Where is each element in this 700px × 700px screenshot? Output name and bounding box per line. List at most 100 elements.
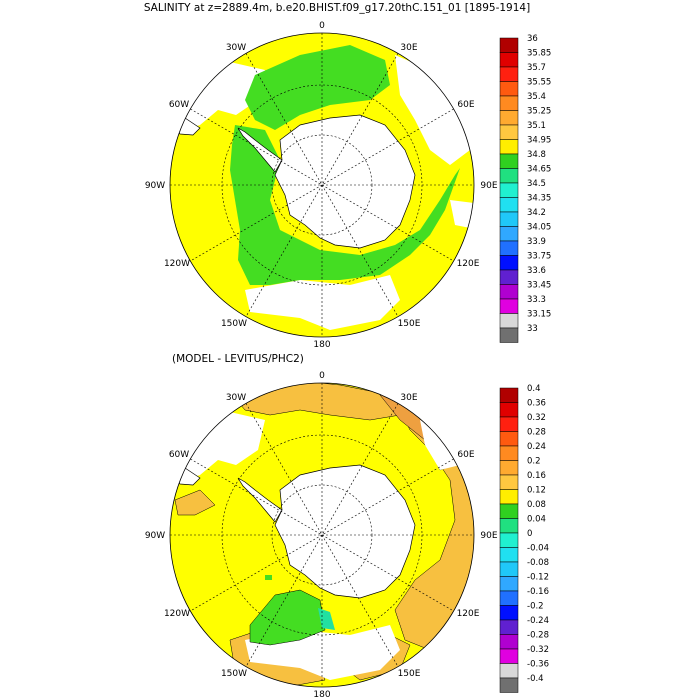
bottom-colorbar-label: 0 (527, 529, 532, 539)
bottom-colorbar-label: -0.04 (527, 544, 549, 554)
top-colorbar-label: 33.45 (527, 281, 551, 291)
bottom-label-90w: 90W (145, 531, 165, 541)
top-colorbar-label: 34.5 (527, 179, 546, 189)
top-colorbar-label: 35.25 (527, 107, 551, 117)
top-colorbar-swatch (499, 110, 519, 126)
bottom-colorbar-label: 0.4 (527, 384, 541, 394)
bottom-colorbar-swatch (499, 677, 519, 693)
top-map (170, 33, 474, 337)
bottom-colorbar-swatch (499, 663, 519, 679)
bottom-colorbar-label: 0.04 (527, 515, 546, 525)
bottom-colorbar-label: -0.16 (527, 587, 549, 597)
top-colorbar-label: 35.55 (527, 78, 551, 88)
top-green-atlantic (245, 45, 390, 130)
bottom-map-border (169, 382, 475, 688)
top-label-120w: 120W (164, 259, 190, 269)
bottom-colorbar-swatch (499, 474, 519, 490)
bottom-title: (MODEL - LEVITUS/PHC2) (172, 353, 304, 365)
bottom-colorbar-label: 0.28 (527, 428, 546, 438)
bottom-colorbar-swatch (499, 561, 519, 577)
top-colorbar-label: 34.35 (527, 194, 551, 204)
bottom-colorbar-label: -0.32 (527, 645, 549, 655)
top-colorbar-label: 35.7 (527, 63, 546, 73)
bottom-colorbar-label: -0.4 (527, 674, 544, 684)
bottom-colorbar-swatch (499, 576, 519, 592)
bottom-label-60e: 60E (457, 450, 474, 460)
bottom-label-90e: 90E (480, 531, 497, 541)
top-colorbar-label: 36 (527, 34, 538, 44)
top-colorbar-label: 33 (527, 324, 538, 334)
top-missing-ne (395, 55, 470, 165)
bottom-label-150e: 150E (398, 669, 421, 679)
bottom-colorbar-swatch (499, 518, 519, 534)
bottom-colorbar-label: 0.24 (527, 442, 546, 452)
bottom-label-30e: 30E (400, 393, 417, 403)
bottom-colorbar-swatch (499, 605, 519, 621)
top-colorbar-swatch (499, 139, 519, 155)
top-colorbar-label: 33.3 (527, 295, 546, 305)
bottom-missing-west (180, 412, 265, 480)
top-colorbar-swatch (499, 298, 519, 314)
bottom-colorbar-label: 0.16 (527, 471, 546, 481)
bottom-colorbar-swatch (499, 402, 519, 418)
top-colorbar-swatch (499, 269, 519, 285)
top-label-150w: 150W (221, 319, 247, 329)
top-colorbar-label: 33.9 (527, 237, 546, 247)
bottom-green-patch (265, 575, 272, 580)
bottom-label-180: 180 (313, 690, 330, 700)
bottom-antarctic-peninsula (237, 477, 283, 523)
top-colorbar-label: 35.1 (527, 121, 546, 131)
bottom-colorbar-swatch (499, 431, 519, 447)
bottom-colorbar-label: -0.12 (527, 573, 549, 583)
top-colorbar-swatch (499, 211, 519, 227)
top-colorbar-swatch (499, 81, 519, 97)
top-label-120e: 120E (457, 259, 480, 269)
top-antarctica (274, 114, 416, 249)
top-colorbar-swatch (499, 327, 519, 343)
top-colorbar-label: 33.6 (527, 266, 546, 276)
top-label-90w: 90W (145, 181, 165, 191)
top-panel: SALINITY at z=2889.4m, b.e20.BHIST.f09_g… (144, 2, 552, 350)
top-missing-south (245, 275, 400, 330)
bottom-colorbar-swatch (499, 532, 519, 548)
top-label-180: 180 (313, 340, 330, 350)
top-label-30e: 30E (400, 43, 417, 53)
top-colorbar-label: 34.2 (527, 208, 546, 218)
bottom-colorbar-label: 0.32 (527, 413, 546, 423)
top-colorbar-swatch (499, 66, 519, 82)
top-label-60e: 60E (457, 100, 474, 110)
bottom-colorbar-swatch (499, 445, 519, 461)
bottom-colorbar-label: 0.2 (527, 457, 541, 467)
bottom-colorbar-swatch (499, 648, 519, 664)
top-colorbar-swatch (499, 124, 519, 140)
top-graticule (170, 33, 474, 337)
bottom-label-120e: 120E (457, 609, 480, 619)
top-colorbar-swatch (499, 226, 519, 242)
top-map-border (169, 32, 475, 338)
bottom-antarctica (274, 464, 416, 599)
top-antarctic-peninsula (237, 127, 283, 173)
bottom-label-60w: 60W (169, 450, 189, 460)
top-colorbar-label: 35.85 (527, 49, 551, 59)
bottom-orange-west (174, 489, 216, 516)
top-colorbar-label: 33.75 (527, 252, 551, 262)
bottom-colorbar-label: 0.36 (527, 399, 546, 409)
bottom-colorbar-label: -0.2 (527, 602, 544, 612)
top-colorbar-label: 34.95 (527, 136, 551, 146)
top-colorbar-swatch (499, 240, 519, 256)
bottom-colorbar-swatch (499, 489, 519, 505)
top-title: SALINITY at z=2889.4m, b.e20.BHIST.f09_g… (144, 2, 530, 14)
top-colorbar-swatch (499, 284, 519, 300)
bottom-label-120w: 120W (164, 609, 190, 619)
top-colorbar-swatch (499, 313, 519, 329)
bottom-colorbar-swatch (499, 590, 519, 606)
bottom-graticule (170, 383, 474, 687)
top-colorbar-swatch (499, 255, 519, 271)
top-label-90e: 90E (480, 181, 497, 191)
bottom-panel: (MODEL - LEVITUS/PHC2) (145, 353, 549, 700)
bottom-colorbar-swatch (499, 416, 519, 432)
bottom-colorbar-swatch (499, 503, 519, 519)
bottom-label-30w: 30W (226, 393, 246, 403)
top-colorbar-swatch (499, 168, 519, 184)
top-colorbar-swatch (499, 95, 519, 111)
